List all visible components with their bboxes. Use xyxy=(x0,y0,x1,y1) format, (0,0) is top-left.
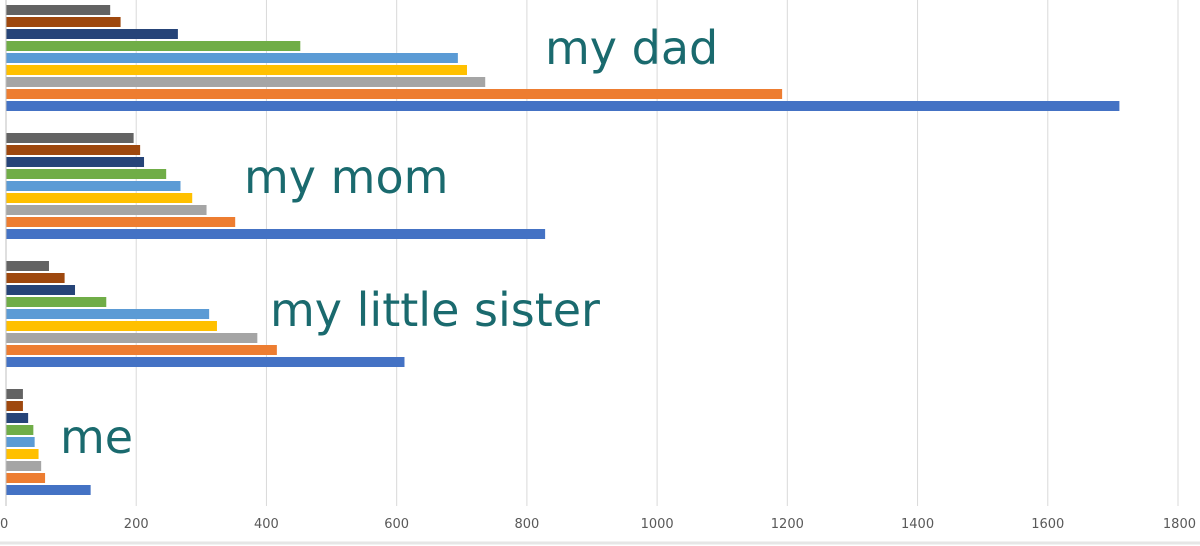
bar xyxy=(6,89,783,99)
x-tick-label: 0 xyxy=(0,517,8,532)
x-tick-label: 600 xyxy=(384,517,409,532)
x-tick-label: 1400 xyxy=(901,517,934,532)
bar xyxy=(6,29,178,39)
x-tick-label: 1200 xyxy=(771,517,804,532)
x-tick-label: 800 xyxy=(514,517,539,532)
bar xyxy=(6,357,405,367)
bar xyxy=(6,41,301,51)
bar xyxy=(6,273,65,283)
category-label: my mom xyxy=(244,150,448,204)
x-tick-label: 200 xyxy=(124,517,149,532)
category-label: my little sister xyxy=(270,283,600,337)
bars xyxy=(6,5,1120,495)
x-tick-label: 1000 xyxy=(641,517,674,532)
x-tick-label: 1600 xyxy=(1031,517,1064,532)
bar xyxy=(6,53,458,63)
bar xyxy=(6,101,1120,111)
x-tick-label: 400 xyxy=(254,517,279,532)
bar xyxy=(6,285,76,295)
gridlines xyxy=(5,0,1179,506)
bar xyxy=(6,449,39,459)
bar xyxy=(6,389,23,399)
bar xyxy=(6,321,217,331)
bar xyxy=(6,77,486,87)
bar xyxy=(6,145,141,155)
bar xyxy=(6,473,46,483)
category-label: my dad xyxy=(545,21,718,75)
bar xyxy=(6,401,23,411)
bar xyxy=(6,169,167,179)
bar xyxy=(6,205,207,215)
bar xyxy=(6,309,210,319)
bar xyxy=(6,437,35,447)
bar xyxy=(6,65,467,75)
bar xyxy=(6,229,546,239)
category-labels: my dad my mom my little sister me xyxy=(60,21,718,464)
bar xyxy=(6,181,181,191)
bar xyxy=(6,485,91,495)
bar xyxy=(6,413,29,423)
bar xyxy=(6,461,42,471)
bar xyxy=(6,425,34,435)
bar xyxy=(6,193,193,203)
bar xyxy=(6,217,236,227)
bar xyxy=(6,297,107,307)
bar xyxy=(6,5,111,15)
bar xyxy=(6,133,134,143)
bar xyxy=(6,157,145,167)
bar xyxy=(6,345,277,355)
bar xyxy=(6,17,121,27)
bar xyxy=(6,333,258,343)
category-label: me xyxy=(60,410,133,464)
bar xyxy=(6,261,49,271)
x-tick-label: 1800 xyxy=(1163,517,1196,532)
